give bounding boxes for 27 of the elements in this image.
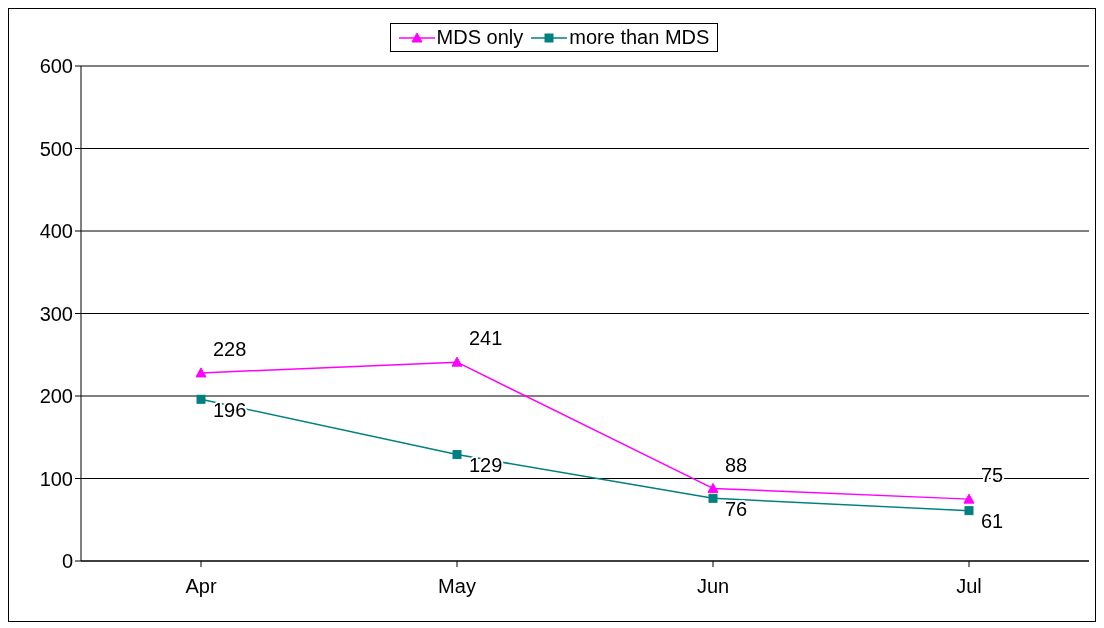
- point: [196, 394, 206, 404]
- y-tick-label: 0: [61, 550, 73, 573]
- point: [452, 450, 462, 460]
- x-tick-label: Jun: [696, 575, 730, 598]
- point: [708, 493, 718, 503]
- y-tick-label: 600: [39, 55, 73, 78]
- data-label: 61: [981, 509, 1004, 532]
- data-label: 241: [469, 327, 503, 350]
- y-tick-label: 100: [39, 467, 73, 490]
- legend-label: more than MDS: [569, 26, 710, 49]
- x-tick-label: Jul: [956, 575, 982, 598]
- point: [707, 482, 719, 493]
- legend-label: MDS only: [436, 26, 524, 49]
- x-tick-label: May: [438, 575, 476, 598]
- y-tick-label: 400: [39, 220, 73, 243]
- point: [451, 356, 463, 367]
- point: [195, 367, 207, 378]
- y-tick-label: 500: [39, 137, 73, 160]
- point: [964, 506, 974, 516]
- data-label: 76: [725, 497, 748, 520]
- y-tick-label: 300: [39, 302, 73, 325]
- data-label: 88: [725, 453, 748, 476]
- data-label: 228: [213, 338, 247, 361]
- point: [963, 493, 975, 504]
- y-tick-label: 200: [39, 385, 73, 408]
- x-tick-label: Apr: [185, 575, 217, 598]
- data-label: 129: [469, 453, 503, 476]
